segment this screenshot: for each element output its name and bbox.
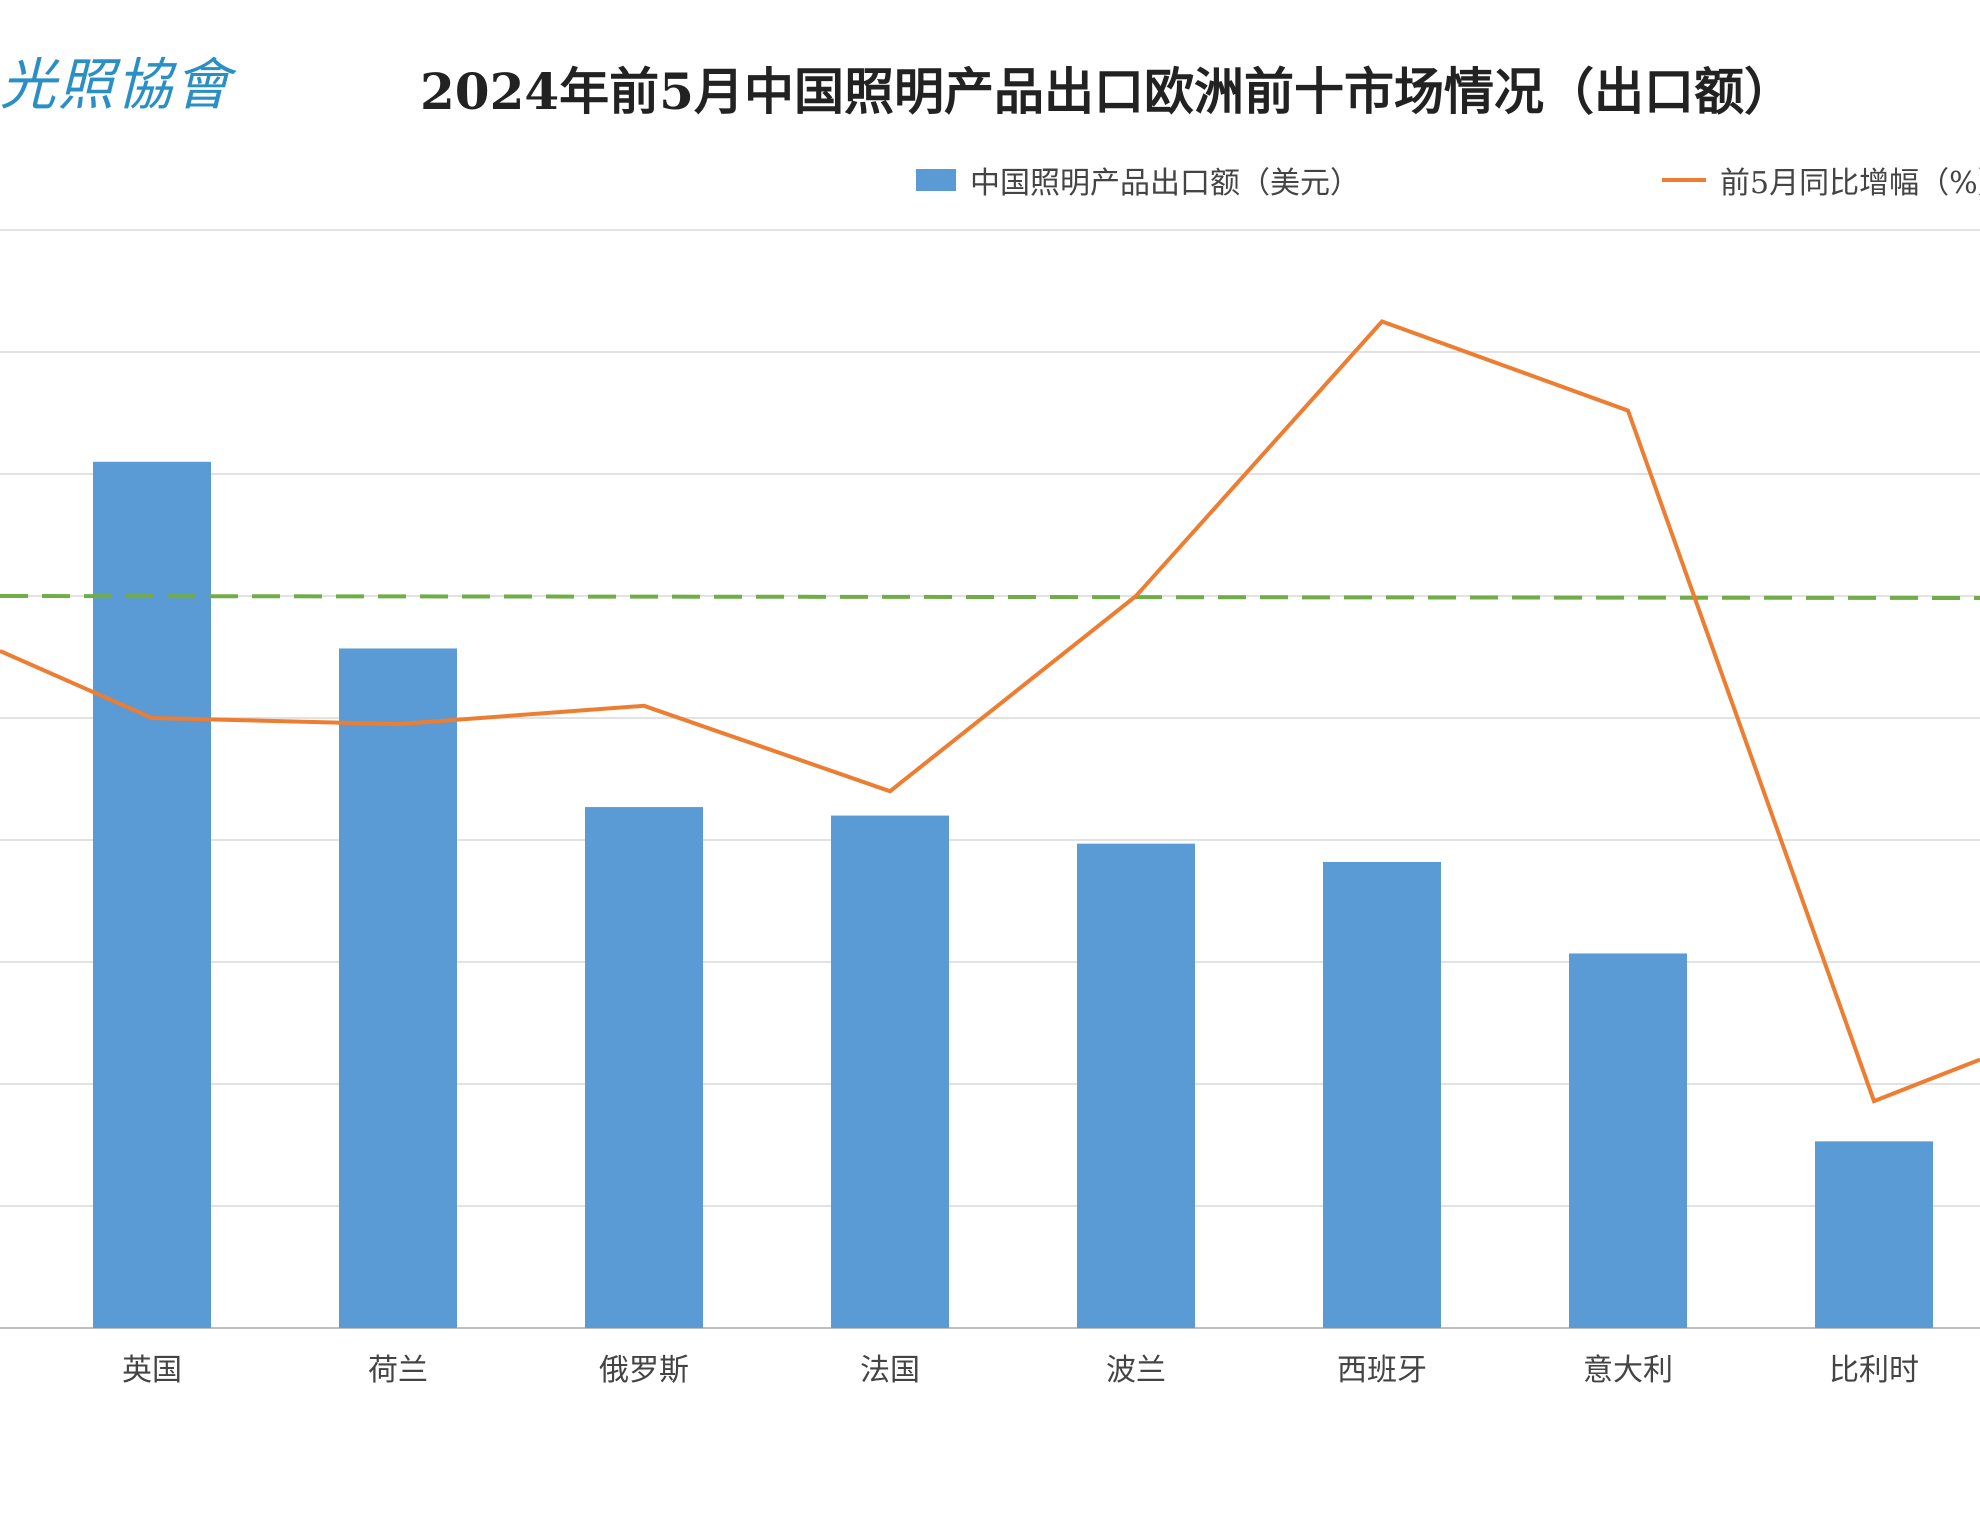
- x-tick-label: 波兰: [1106, 1353, 1166, 1388]
- bar-1: [339, 648, 457, 1328]
- legend-item-line: 前5月同比增幅（%）: [1662, 158, 1980, 202]
- bar-4: [1077, 843, 1195, 1328]
- line-series: [0, 319, 1980, 1104]
- x-tick-label: 西班牙: [1337, 1353, 1427, 1388]
- x-tick-label: 俄罗斯: [599, 1353, 689, 1388]
- x-tick-label: 英国: [122, 1353, 182, 1388]
- bar-3: [831, 815, 949, 1328]
- chart-title: 2024年前5月中国照明产品出口欧洲前十市场情况（出口额）: [420, 62, 1794, 121]
- bar-0: [93, 461, 211, 1328]
- reference-line: [0, 594, 1980, 600]
- legend-label-line: 前5月同比增幅（%）: [1720, 166, 1980, 201]
- bar-7: [1815, 1141, 1933, 1328]
- bar-6: [1569, 953, 1687, 1328]
- x-tick-label: 法国: [860, 1353, 920, 1388]
- bar-2: [585, 807, 703, 1328]
- legend-swatch-line: [1662, 178, 1706, 182]
- legend-swatch-bar: [916, 169, 956, 191]
- x-tick-label: 意大利: [1583, 1353, 1673, 1388]
- x-tick-label: 比利时: [1829, 1353, 1919, 1388]
- logo: 光照協會: [0, 53, 232, 118]
- legend-item-bar: 中国照明产品出口额（美元）: [916, 158, 1360, 202]
- bar-5: [1323, 861, 1441, 1328]
- x-tick-label: 荷兰: [368, 1353, 428, 1388]
- legend-label-bar: 中国照明产品出口额（美元）: [970, 166, 1360, 201]
